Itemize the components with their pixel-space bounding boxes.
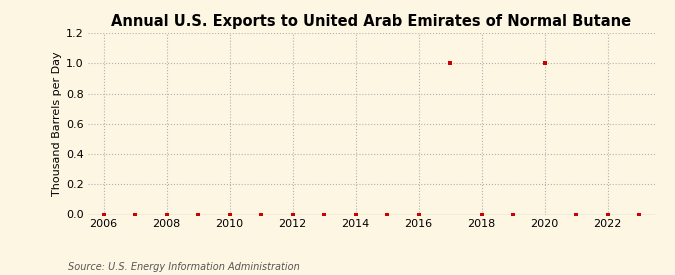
Title: Annual U.S. Exports to United Arab Emirates of Normal Butane: Annual U.S. Exports to United Arab Emira… xyxy=(111,14,631,29)
Y-axis label: Thousand Barrels per Day: Thousand Barrels per Day xyxy=(52,51,61,196)
Text: Source: U.S. Energy Information Administration: Source: U.S. Energy Information Administ… xyxy=(68,262,299,272)
